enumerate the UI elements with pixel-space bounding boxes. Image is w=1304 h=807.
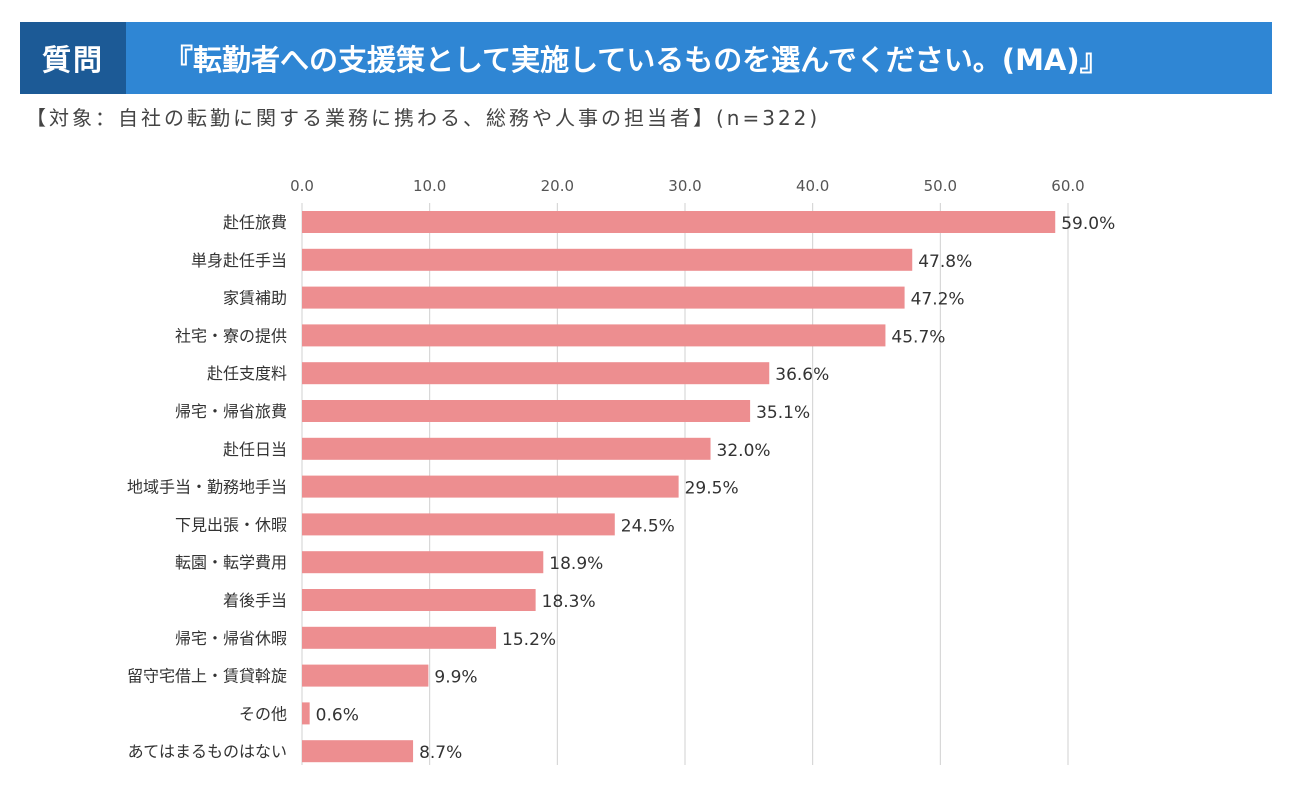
data-label: 45.7% <box>891 327 945 347</box>
data-label: 36.6% <box>775 365 829 385</box>
data-label: 15.2% <box>502 630 556 650</box>
data-label: 8.7% <box>419 743 462 763</box>
data-label: 0.6% <box>316 705 359 725</box>
x-tick-label: 50.0 <box>924 177 957 195</box>
data-label: 32.0% <box>717 441 771 461</box>
data-label: 24.5% <box>621 516 675 536</box>
bar <box>302 664 429 687</box>
bar <box>302 211 1056 233</box>
bar <box>302 286 905 309</box>
category-label: 地域手当・勤務地手当 <box>127 478 287 497</box>
data-label: 18.9% <box>549 554 603 574</box>
bar <box>302 513 615 536</box>
bar <box>302 702 310 725</box>
x-tick-label: 20.0 <box>541 177 574 195</box>
category-label: あてはまるものはない <box>128 742 287 761</box>
bar <box>302 589 536 611</box>
x-tick-label: 10.0 <box>413 177 446 195</box>
question-text: 『転勤者への支援策として実施しているものを選んでください。(MA)』 <box>164 43 1109 77</box>
bar <box>302 362 770 385</box>
data-label: 47.2% <box>911 290 965 310</box>
category-label: 赴任旅費 <box>223 213 287 232</box>
category-label: 家賃補助 <box>223 289 287 308</box>
category-label: 帰宅・帰省休暇 <box>175 629 287 648</box>
question-label: 質問 <box>20 22 126 94</box>
category-label: 下見出張・休暇 <box>175 515 287 534</box>
bar <box>302 551 544 574</box>
bar <box>302 324 886 347</box>
category-label: 赴任日当 <box>223 440 287 459</box>
data-label: 9.9% <box>434 668 477 688</box>
data-label: 35.1% <box>756 403 810 423</box>
bar <box>302 437 711 460</box>
data-label: 29.5% <box>685 479 739 499</box>
category-label: 留守宅借上・賃貸斡旋 <box>127 667 287 686</box>
bar <box>302 740 414 763</box>
x-tick-label: 30.0 <box>668 177 701 195</box>
category-label: 転園・転学費用 <box>175 553 287 572</box>
data-label: 59.0% <box>1061 214 1115 234</box>
survey-subtitle: 【対象：自社の転勤に関する業務に携わる、総務や人事の担当者】(n=322) <box>26 106 821 130</box>
data-label: 47.8% <box>918 252 972 272</box>
bar <box>302 475 679 498</box>
bar <box>302 626 497 649</box>
category-label: 単身赴任手当 <box>191 251 287 270</box>
data-label: 18.3% <box>542 592 596 612</box>
x-tick-label: 60.0 <box>1051 177 1084 195</box>
category-label: 社宅・寮の提供 <box>175 326 287 345</box>
category-label: 帰宅・帰省旅費 <box>175 402 287 421</box>
bar <box>302 248 913 271</box>
x-tick-label: 40.0 <box>796 177 829 195</box>
x-tick-label: 0.0 <box>290 177 314 195</box>
question-header: 質問 『転勤者への支援策として実施しているものを選んでください。(MA)』 <box>20 22 1272 94</box>
category-label: 赴任支度料 <box>207 364 287 383</box>
category-label: 着後手当 <box>223 591 287 610</box>
category-label: その他 <box>239 704 287 723</box>
bar <box>302 400 751 422</box>
